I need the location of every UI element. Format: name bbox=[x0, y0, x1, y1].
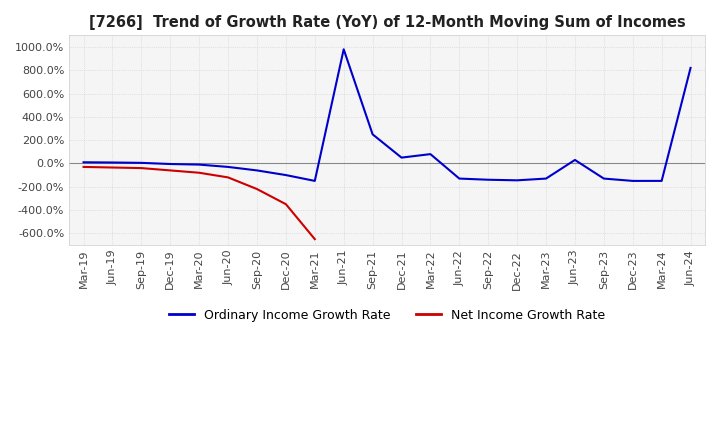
Title: [7266]  Trend of Growth Rate (YoY) of 12-Month Moving Sum of Incomes: [7266] Trend of Growth Rate (YoY) of 12-… bbox=[89, 15, 685, 30]
Legend: Ordinary Income Growth Rate, Net Income Growth Rate: Ordinary Income Growth Rate, Net Income … bbox=[164, 304, 610, 327]
